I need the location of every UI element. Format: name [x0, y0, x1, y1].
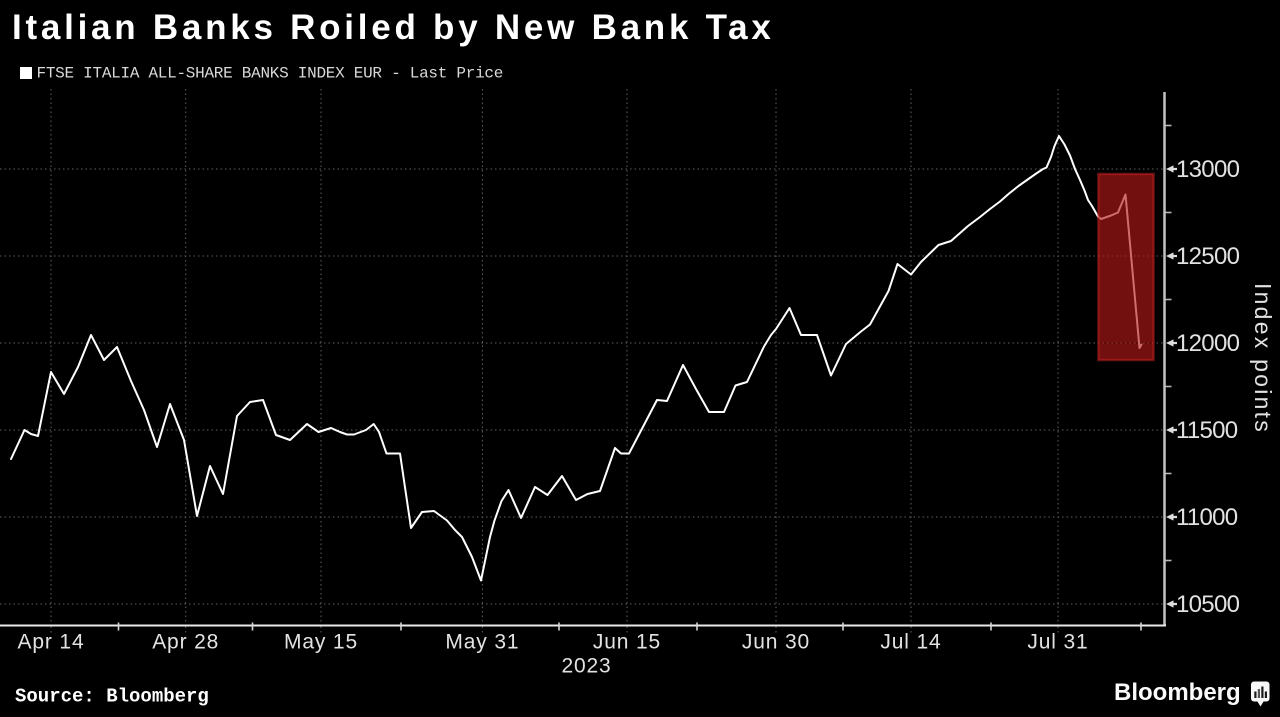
svg-text:FTSE ITALIA ALL-SHARE BANKS IN: FTSE ITALIA ALL-SHARE BANKS INDEX EUR - … [37, 65, 504, 83]
svg-text:Jul 31: Jul 31 [1027, 631, 1088, 654]
svg-text:12000: 12000 [1176, 330, 1240, 357]
svg-text:Jul 14: Jul 14 [880, 631, 941, 654]
svg-text:Bloomberg: Bloomberg [1114, 679, 1241, 706]
svg-text:Jun 30: Jun 30 [742, 631, 810, 654]
svg-text:Source: Bloomberg: Source: Bloomberg [15, 686, 209, 708]
svg-text:May 31: May 31 [445, 631, 519, 654]
svg-text:Index points: Index points [1250, 283, 1276, 434]
svg-text:Apr 14: Apr 14 [18, 631, 85, 654]
svg-text:12500: 12500 [1176, 243, 1240, 270]
svg-text:10500: 10500 [1176, 591, 1240, 618]
svg-text:11000: 11000 [1176, 504, 1238, 531]
svg-text:13000: 13000 [1176, 156, 1240, 183]
svg-text:Italian Banks Roiled by New Ba: Italian Banks Roiled by New Bank Tax [12, 8, 775, 47]
svg-text:2023: 2023 [562, 655, 612, 678]
svg-text:Jun 15: Jun 15 [593, 631, 661, 654]
svg-text:11500: 11500 [1176, 417, 1238, 444]
svg-text:May 15: May 15 [284, 631, 358, 654]
svg-text:Apr 28: Apr 28 [152, 631, 219, 654]
